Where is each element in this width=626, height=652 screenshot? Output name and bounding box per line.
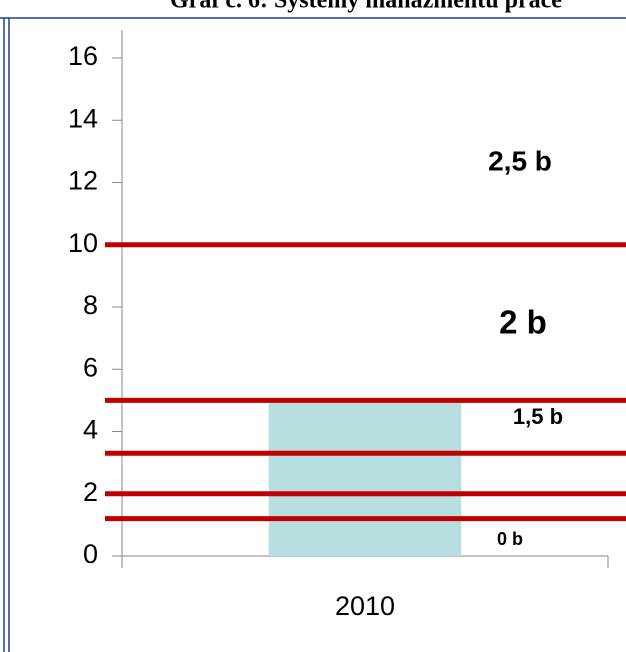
annotation: 1,5 b: [513, 404, 563, 429]
y-tick-label: 0: [83, 539, 98, 569]
y-tick-label: 6: [83, 352, 98, 382]
bar: [268, 400, 462, 556]
chart-title: Graf č. 6: Systémy manažmentu práce: [170, 0, 562, 14]
y-tick-label: 16: [68, 41, 98, 71]
y-tick-label: 8: [83, 290, 98, 320]
y-tick-label: 2: [83, 477, 98, 507]
y-tick-label: 10: [68, 228, 98, 258]
y-tick-label: 12: [68, 166, 98, 196]
annotation: 2,5 b: [488, 145, 552, 176]
annotation: 2 b: [499, 304, 547, 341]
y-tick-label: 14: [68, 103, 98, 133]
annotation: 0 b: [497, 529, 523, 549]
y-tick-label: 4: [83, 415, 98, 445]
x-tick-label: 2010: [335, 591, 395, 621]
